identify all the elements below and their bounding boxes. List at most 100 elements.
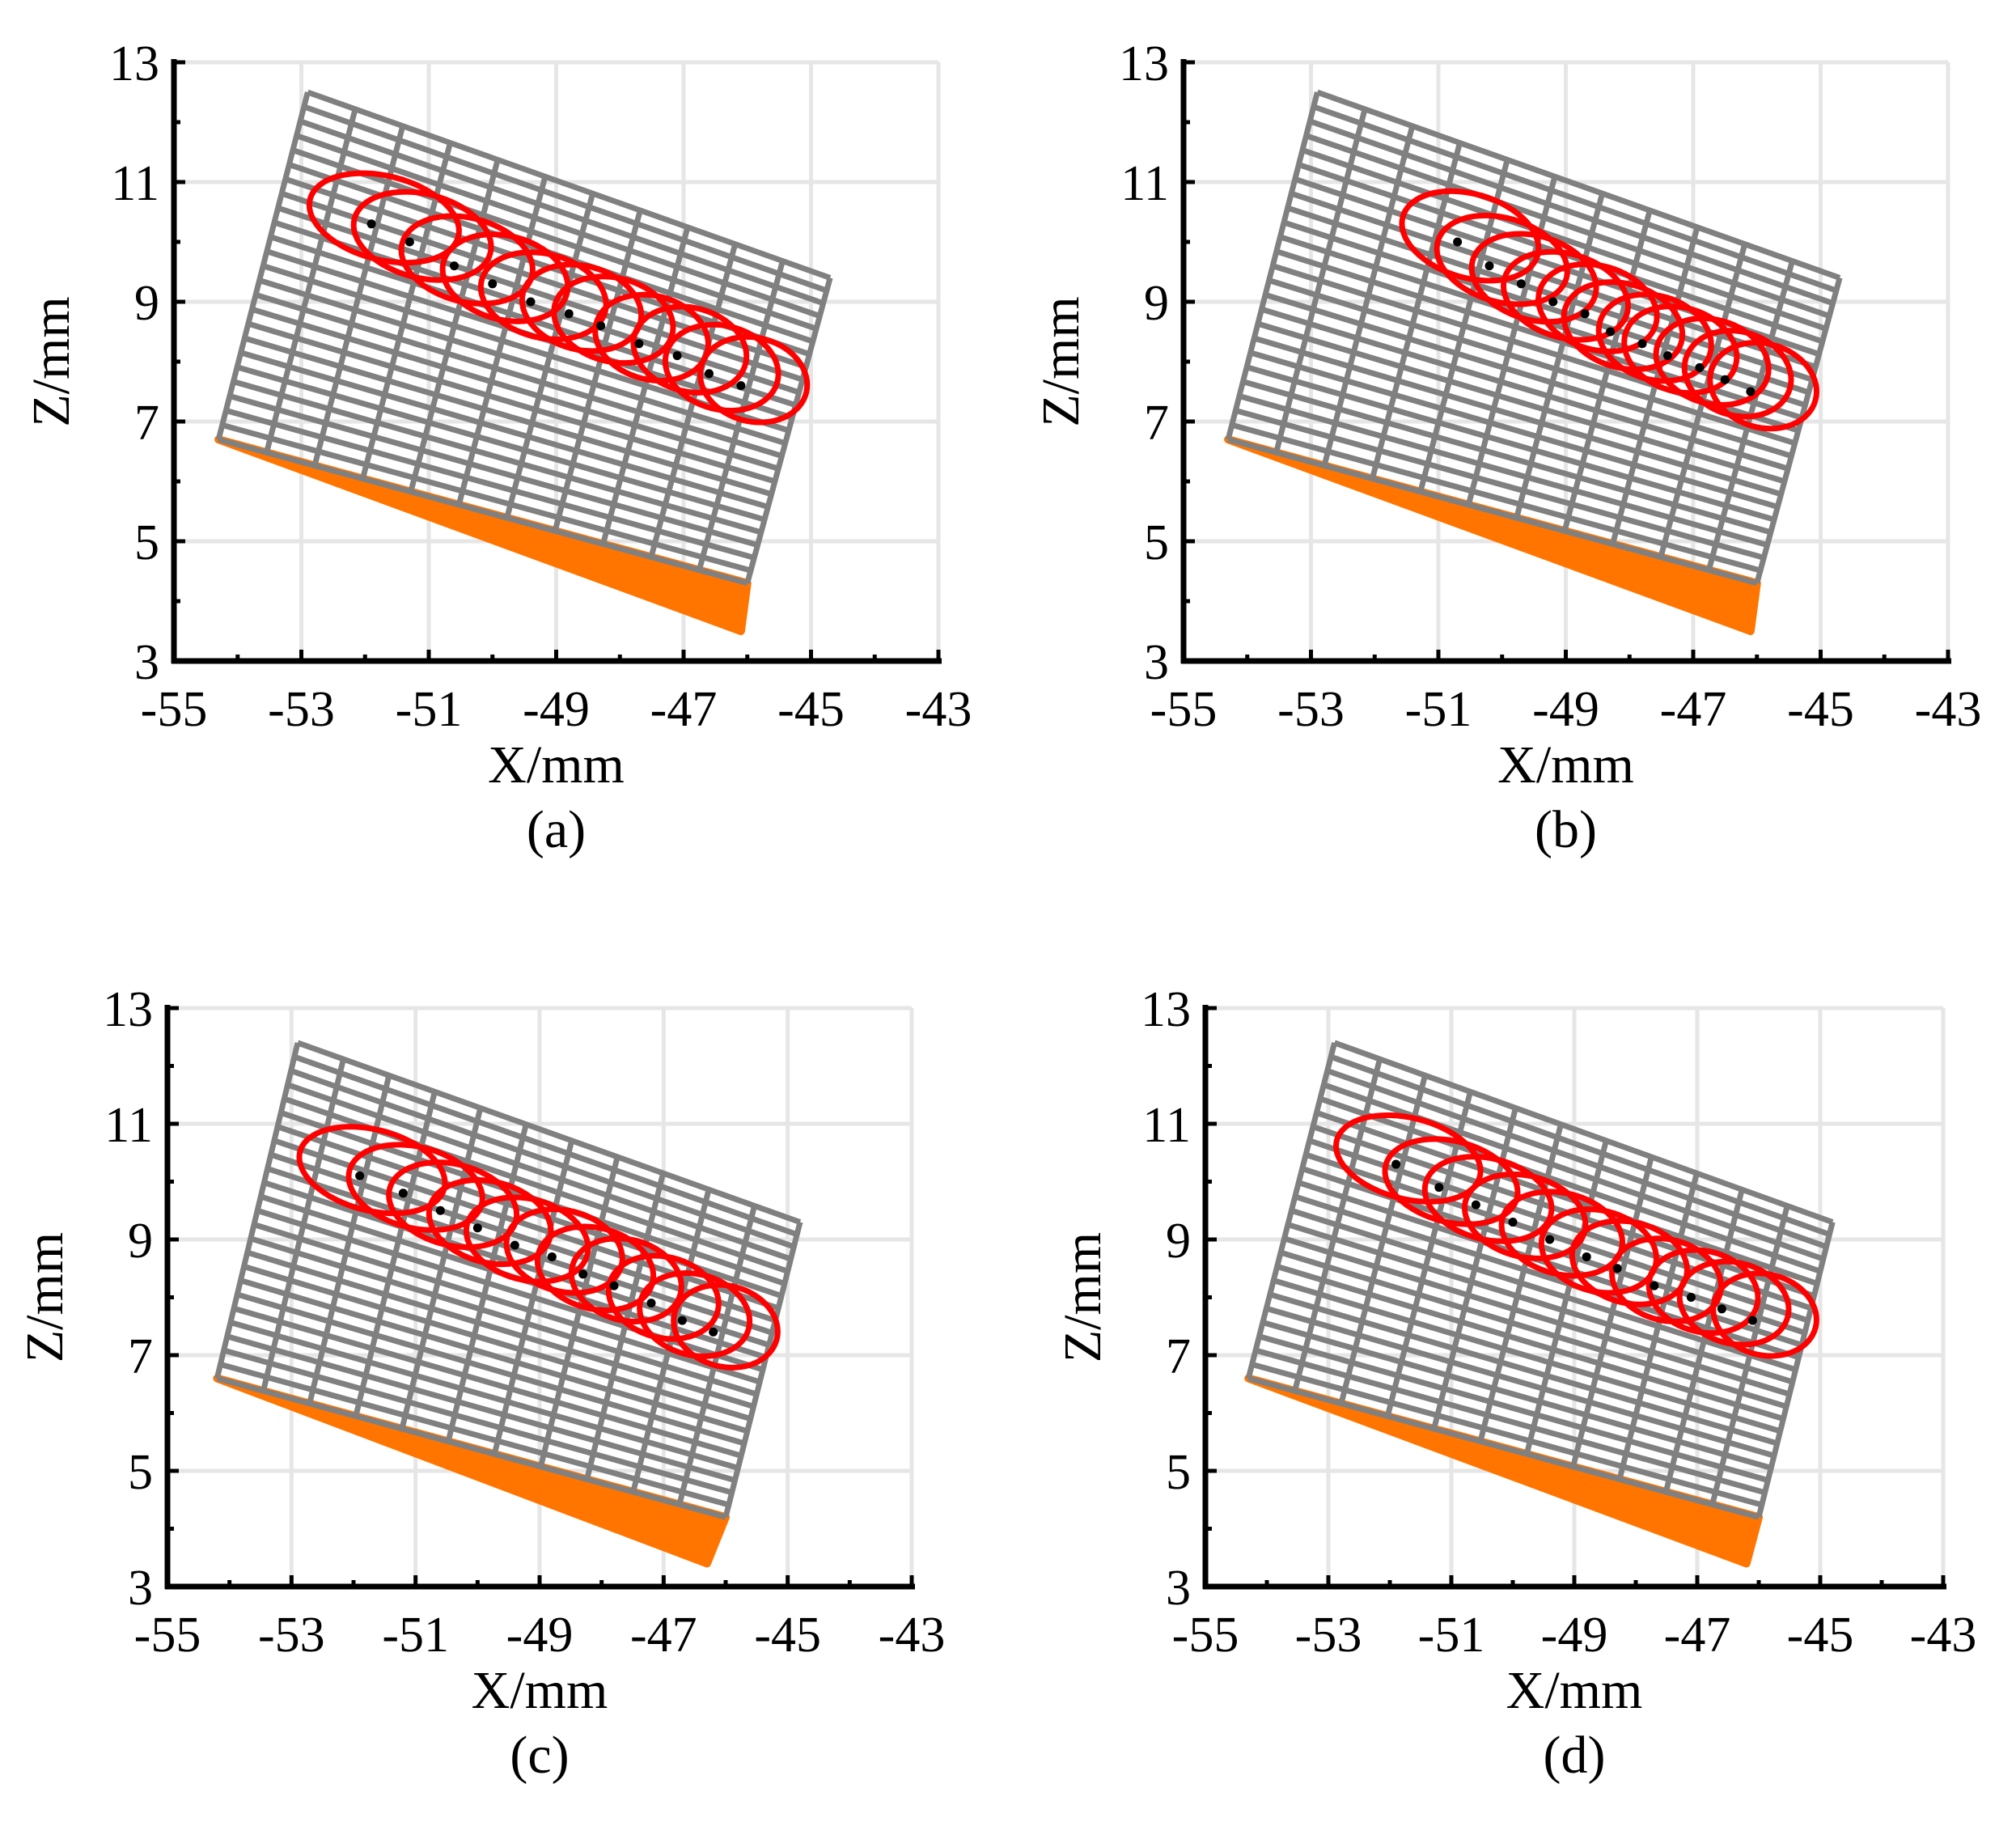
y-tick-label: 9: [128, 1214, 153, 1269]
mesh-row-line: [1280, 1249, 1788, 1409]
panel-caption: (b): [1535, 800, 1597, 859]
x-tick-label: -49: [1541, 1608, 1608, 1663]
mesh-row-line: [244, 335, 773, 498]
data-point: [609, 1281, 619, 1290]
ellipse-series: [306, 170, 811, 426]
mesh-row-line: [258, 278, 786, 447]
ellipse: [1710, 1270, 1819, 1359]
y-tick-label: 3: [1144, 635, 1169, 690]
mesh-row-line: [229, 1320, 739, 1471]
data-point: [1747, 1316, 1757, 1325]
y-tick-label: 5: [134, 515, 159, 570]
ellipse-series: [1399, 188, 1820, 432]
data-point: [1663, 351, 1672, 361]
x-tick-label: -47: [1660, 682, 1727, 737]
mesh-row-line: [216, 1375, 726, 1520]
mesh-row-line: [1276, 1264, 1785, 1422]
x-tick-label: -47: [650, 682, 718, 737]
mesh-col-line: [584, 1172, 667, 1481]
mesh-col-line: [1523, 1139, 1609, 1455]
x-tick-label: -49: [506, 1608, 574, 1663]
mesh-col-line: [722, 1221, 803, 1519]
ellipse: [1707, 339, 1820, 432]
data-point: [1434, 1183, 1444, 1193]
mesh-row-line: [1316, 89, 1841, 281]
mesh-row-line: [251, 306, 780, 472]
y-tick-label: 13: [1141, 982, 1191, 1037]
y-axis-label: Z/mm: [1031, 296, 1091, 426]
x-tick-label: -55: [141, 682, 208, 737]
mesh-col-line: [1225, 91, 1320, 441]
mesh-col-line: [264, 108, 358, 454]
mesh-row-line: [307, 89, 832, 281]
mesh-row-line: [1273, 1278, 1781, 1434]
mesh-col-line: [1514, 193, 1605, 519]
mesh-row-line: [266, 1166, 773, 1336]
x-tick-label: -51: [1405, 682, 1472, 737]
y-tick-label: 11: [1142, 1098, 1191, 1153]
data-point: [366, 219, 376, 229]
data-point: [1516, 279, 1526, 289]
mesh-row-line: [1247, 1375, 1760, 1520]
data-point: [510, 1240, 519, 1250]
ellipse: [1535, 261, 1660, 354]
x-axis-label: X/mm: [488, 735, 625, 794]
mesh-row-line: [218, 436, 748, 587]
x-tick-label: -53: [268, 682, 335, 737]
data-point: [1606, 327, 1616, 337]
data-point: [736, 381, 746, 391]
mesh-row-line: [1326, 1068, 1828, 1250]
mesh: [1225, 89, 1843, 587]
mesh-row-line: [295, 133, 821, 319]
mesh-col-line: [696, 260, 786, 571]
panel-caption: (a): [527, 800, 586, 859]
x-axis-label: X/mm: [472, 1661, 608, 1720]
mesh-row-line: [1249, 350, 1779, 510]
data-point: [1582, 1252, 1591, 1261]
x-tick-label: -55: [134, 1608, 201, 1663]
mesh-col-line: [1756, 1221, 1836, 1519]
data-point: [564, 309, 574, 319]
mesh-row-line: [232, 379, 762, 536]
x-tick-label: -55: [1172, 1608, 1239, 1663]
mesh-row-line: [247, 320, 776, 485]
mesh-col-line: [214, 1042, 301, 1379]
mesh-col-line: [1616, 1172, 1700, 1481]
mesh-col-line: [552, 210, 643, 532]
x-axis-label: X/mm: [1497, 735, 1634, 794]
x-tick-label: -49: [1532, 682, 1599, 737]
y-axis-label: Z/mm: [15, 1232, 74, 1362]
ellipse: [697, 333, 811, 426]
mesh-col-line: [504, 193, 595, 519]
mesh-row-line: [1268, 278, 1796, 447]
x-tick-label: -53: [1277, 682, 1345, 737]
mesh-col-line: [1477, 1123, 1564, 1443]
mesh-col-line: [537, 1156, 620, 1468]
data-point: [1545, 1235, 1555, 1244]
data-point: [709, 1327, 718, 1337]
mesh-row-line: [1235, 408, 1765, 561]
ellipse: [662, 321, 781, 414]
data-point: [1637, 339, 1647, 349]
y-tick-label: 5: [1144, 515, 1169, 570]
mesh-row-line: [246, 1249, 755, 1409]
mesh-row-line: [1323, 1082, 1824, 1262]
data-point: [450, 261, 459, 271]
mesh-col-line: [1292, 1058, 1383, 1392]
x-tick-label: -49: [523, 682, 590, 737]
mesh-row-line: [286, 1082, 792, 1262]
mesh-col-line: [744, 277, 833, 584]
mesh-row-line: [239, 350, 769, 510]
data-point: [705, 369, 714, 379]
ellipse: [1621, 303, 1740, 396]
data-point: [672, 351, 682, 361]
mesh-col-line: [399, 1107, 484, 1430]
mesh-row-line: [1315, 1109, 1819, 1286]
y-tick-label: 3: [134, 635, 159, 690]
mesh-col-line: [1662, 1189, 1745, 1493]
mesh-row-line: [239, 1278, 748, 1434]
y-tick-label: 11: [1120, 156, 1169, 211]
mesh-row-line: [293, 1053, 798, 1238]
data-point: [398, 1189, 408, 1198]
